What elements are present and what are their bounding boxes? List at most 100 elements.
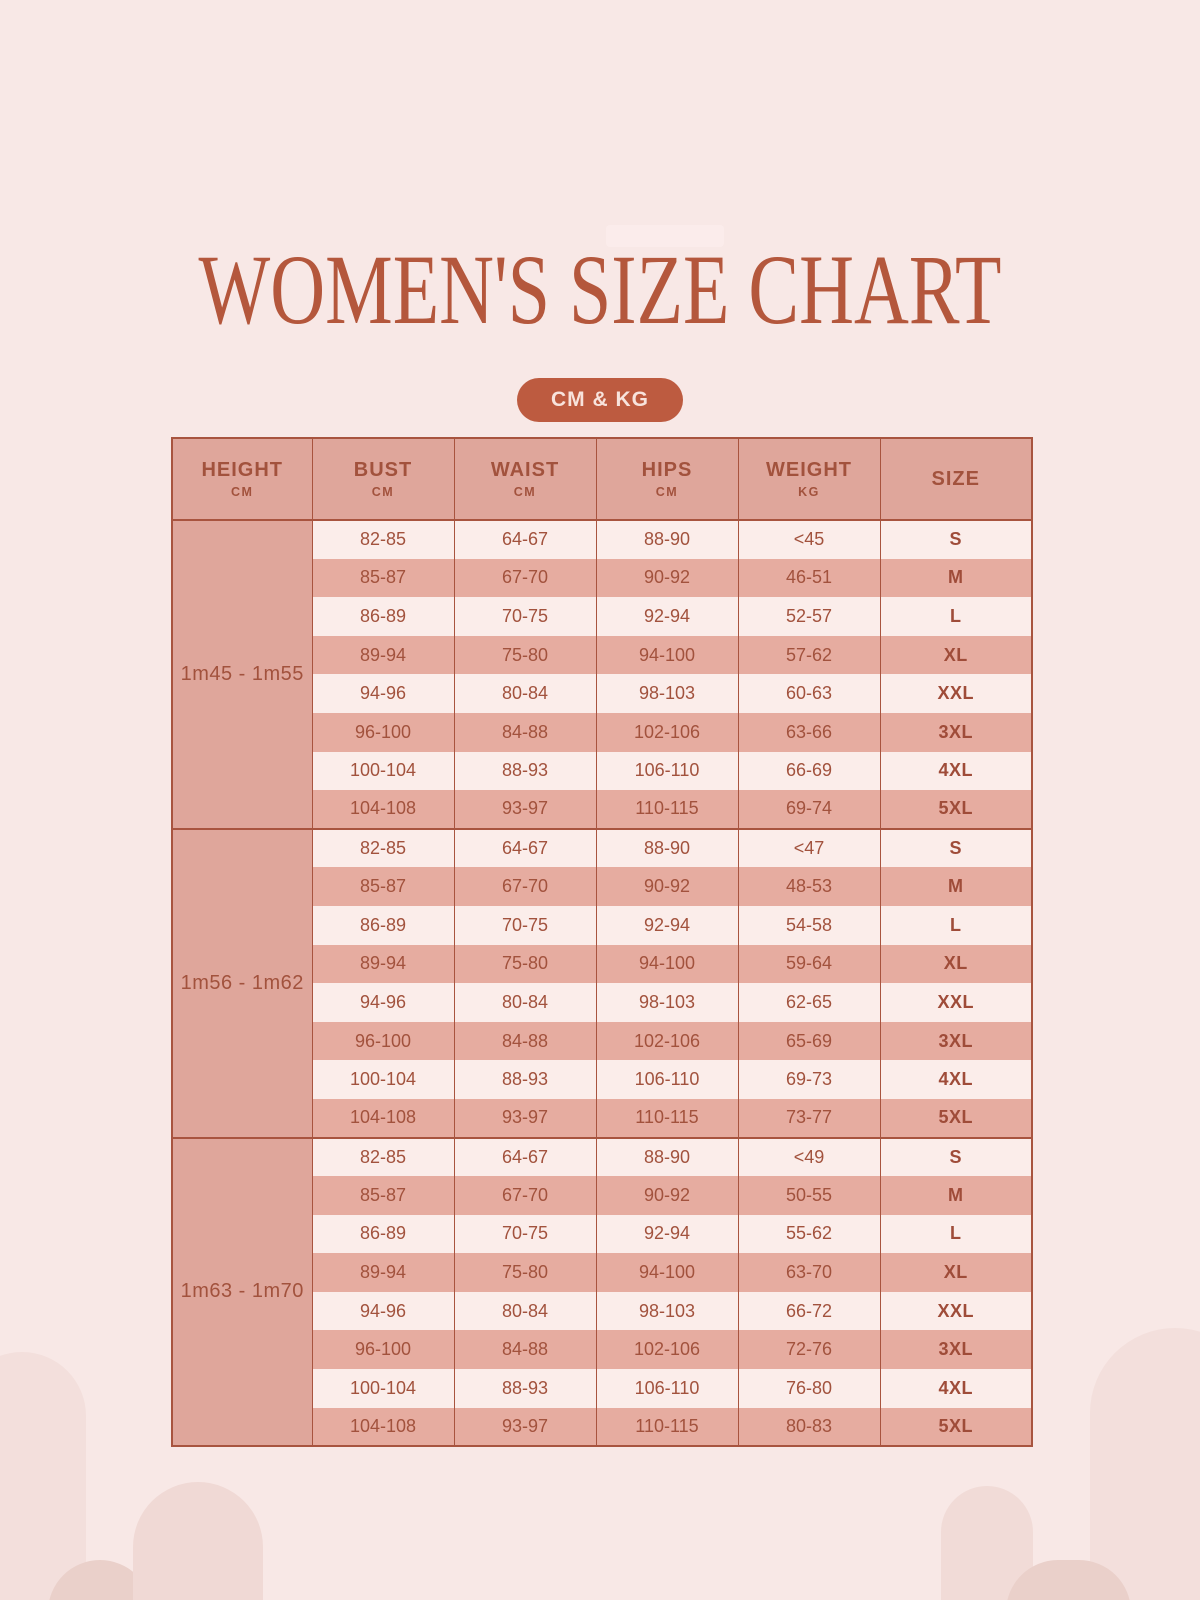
header-waist: WAIST CM (453, 438, 597, 521)
table-row: 96-100 84-88 102-106 63-66 3XL (172, 712, 1033, 752)
cell-bust: 86-89 (311, 1214, 455, 1254)
cell-bust: 82-85 (311, 519, 455, 559)
cell-hips: 90-92 (595, 558, 739, 598)
bottom-right-arch-large (1090, 1328, 1200, 1600)
header-waist-unit: CM (513, 485, 537, 499)
cell-bust: 100-104 (311, 1369, 455, 1408)
cell-hips: 92-94 (595, 905, 739, 945)
size-table-body: 1m45 - 1m55 82-85 64-67 88-90 <45 S 85-87 67-70… (171, 519, 1033, 1447)
table-row: 86-89 70-75 92-94 52-57 L (172, 597, 1033, 636)
table-row: 94-96 80-84 98-103 62-65 XXL (172, 983, 1033, 1022)
table-row: 1m45 - 1m55 82-85 64-67 88-90 <45 S (171, 519, 1033, 829)
table-row: 104-108 93-97 110-115 73-77 5XL (172, 1098, 1033, 1138)
header-row: HEIGHT CM BUST CM WAIST CM HIPS CM WEIGH… (171, 438, 1033, 521)
cell-hips: 94-100 (595, 635, 739, 675)
cell-hips: 106-110 (595, 1060, 739, 1099)
cell-hips: 110-115 (595, 790, 739, 829)
table-row: 85-87 67-70 90-92 48-53 M (172, 867, 1033, 906)
cell-weight: 76-80 (737, 1369, 881, 1408)
cell-bust: 104-108 (311, 1098, 455, 1138)
cell-weight: 59-64 (737, 944, 881, 984)
cell-size: S (879, 827, 1033, 868)
table-row: 89-94 75-80 94-100 59-64 XL (172, 944, 1033, 984)
cell-hips: 98-103 (595, 674, 739, 713)
cell-hips: 110-115 (595, 1407, 739, 1447)
cell-hips: 90-92 (595, 1176, 739, 1215)
cell-waist: 80-84 (453, 1291, 597, 1331)
cell-hips: 102-106 (595, 1021, 739, 1061)
cell-waist: 75-80 (453, 944, 597, 984)
cell-size: 3XL (879, 1021, 1033, 1061)
cell-weight: 69-74 (737, 790, 881, 829)
page-title: WOMEN'S SIZE CHART (198, 234, 1002, 345)
cell-waist: 67-70 (453, 1176, 597, 1215)
cell-waist: 80-84 (453, 674, 597, 713)
cell-hips: 90-92 (595, 867, 739, 906)
table-row: 104-108 93-97 110-115 80-83 5XL (172, 1407, 1033, 1447)
cell-size: 5XL (879, 790, 1033, 829)
cell-bust: 86-89 (311, 597, 455, 636)
cell-waist: 70-75 (453, 1214, 597, 1254)
cell-bust: 96-100 (311, 712, 455, 752)
cell-weight: <47 (737, 827, 881, 868)
cell-waist: 80-84 (453, 983, 597, 1022)
cell-waist: 84-88 (453, 1021, 597, 1061)
cell-weight: 80-83 (737, 1407, 881, 1447)
cell-waist: 67-70 (453, 867, 597, 906)
header-height-label: HEIGHT (201, 459, 284, 481)
header-waist-label: WAIST (490, 459, 560, 481)
cell-hips: 102-106 (595, 1330, 739, 1370)
table-row: 1m56 - 1m62 82-85 64-67 88-90 <47 S (171, 827, 1033, 1138)
cell-hips: 88-90 (595, 519, 739, 559)
cell-size: 4XL (879, 1369, 1033, 1408)
cell-size: XXL (879, 983, 1033, 1022)
cell-weight: 73-77 (737, 1098, 881, 1138)
header-size: SIZE (879, 438, 1033, 521)
cell-size: M (879, 1176, 1033, 1215)
header-height: HEIGHT CM (171, 438, 313, 521)
cell-hips: 106-110 (595, 751, 739, 791)
cell-weight: <45 (737, 519, 881, 559)
header-bust-unit: CM (371, 485, 395, 499)
header-hips: HIPS CM (595, 438, 739, 521)
cell-size: 5XL (879, 1407, 1033, 1447)
cell-weight: 48-53 (737, 867, 881, 906)
cell-waist: 88-93 (453, 1060, 597, 1099)
table-row: 100-104 88-93 106-110 76-80 4XL (172, 1369, 1033, 1408)
cell-waist: 93-97 (453, 1407, 597, 1447)
cell-hips: 106-110 (595, 1369, 739, 1408)
bottom-left-arch-mid (133, 1482, 263, 1600)
cell-waist: 84-88 (453, 1330, 597, 1370)
header-hips-unit: CM (655, 485, 679, 499)
cell-weight: 65-69 (737, 1021, 881, 1061)
cell-size: XL (879, 635, 1033, 675)
cell-bust: 96-100 (311, 1021, 455, 1061)
table-row: 86-89 70-75 92-94 55-62 L (172, 1214, 1033, 1254)
cell-size: 3XL (879, 712, 1033, 752)
cell-size: 4XL (879, 1060, 1033, 1099)
cell-hips: 98-103 (595, 983, 739, 1022)
table-row: 96-100 84-88 102-106 72-76 3XL (172, 1330, 1033, 1370)
cell-size: L (879, 597, 1033, 636)
table-row: 85-87 67-70 90-92 46-51 M (172, 558, 1033, 598)
cell-weight: 63-70 (737, 1253, 881, 1292)
cell-weight: 55-62 (737, 1214, 881, 1254)
cell-hips: 94-100 (595, 1253, 739, 1292)
cell-hips: 92-94 (595, 597, 739, 636)
cell-bust: 104-108 (311, 790, 455, 829)
cell-hips: 94-100 (595, 944, 739, 984)
size-table: HEIGHT CM BUST CM WAIST CM HIPS CM WEIGH… (171, 437, 1033, 1448)
cell-hips: 110-115 (595, 1098, 739, 1138)
cell-hips: 88-90 (595, 1136, 739, 1177)
table-row: 89-94 75-80 94-100 57-62 XL (172, 635, 1033, 675)
cell-bust: 85-87 (311, 558, 455, 598)
cell-weight: 57-62 (737, 635, 881, 675)
cell-waist: 67-70 (453, 558, 597, 598)
cell-size: XL (879, 1253, 1033, 1292)
height-group-cell: 1m56 - 1m62 (171, 827, 313, 1138)
cell-size: S (879, 519, 1033, 559)
top-center-decoration (606, 225, 724, 247)
cell-size: M (879, 867, 1033, 906)
cell-bust: 94-96 (311, 1291, 455, 1331)
